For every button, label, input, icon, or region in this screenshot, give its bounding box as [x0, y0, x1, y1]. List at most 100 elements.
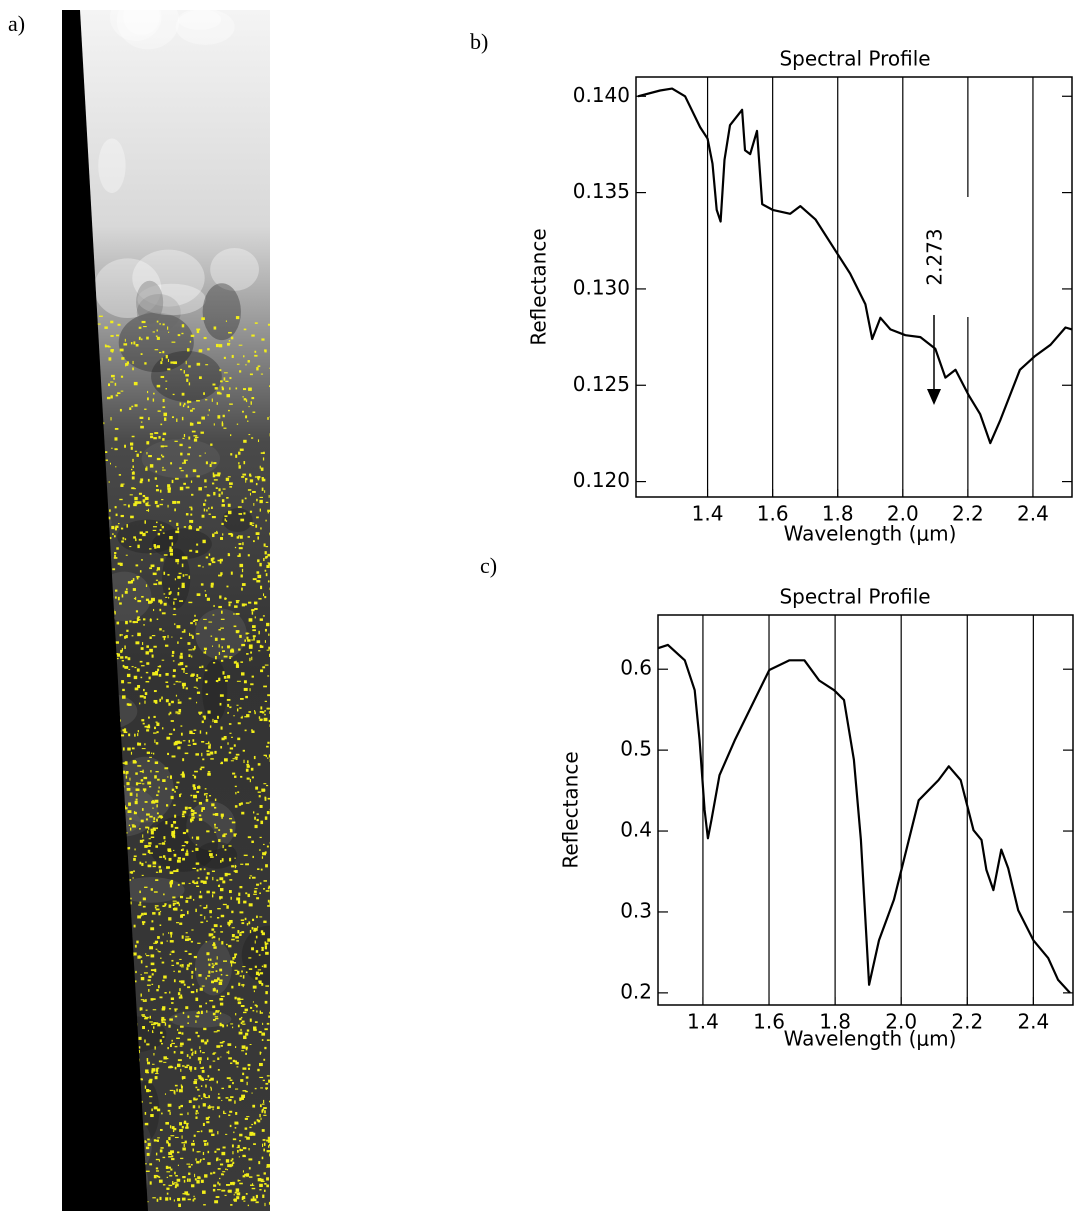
image-speckle — [175, 559, 179, 562]
image-speckle — [213, 474, 215, 477]
image-speckle — [265, 520, 266, 522]
image-speckle — [201, 1039, 204, 1042]
image-speckle — [148, 1081, 151, 1083]
image-speckle — [153, 331, 155, 332]
image-speckle — [131, 752, 132, 755]
image-speckle — [144, 520, 146, 523]
image-speckle — [179, 794, 181, 797]
image-speckle — [248, 711, 251, 713]
image-speckle — [142, 783, 144, 784]
image-speckle — [105, 459, 108, 460]
image-speckle — [219, 644, 220, 647]
image-speckle — [250, 475, 252, 477]
image-speckle — [244, 1174, 246, 1175]
image-speckle — [180, 369, 182, 370]
image-speckle — [210, 856, 214, 858]
image-speckle — [272, 441, 275, 443]
image-speckle — [261, 869, 263, 871]
image-speckle — [249, 1133, 252, 1135]
image-speckle — [265, 952, 269, 955]
image-speckle — [207, 773, 211, 776]
image-speckle — [125, 621, 128, 624]
image-speckle — [211, 583, 213, 585]
image-speckle — [205, 1003, 207, 1005]
image-speckle — [266, 546, 269, 547]
image-speckle — [273, 1055, 277, 1058]
image-speckle — [239, 707, 241, 708]
image-speckle — [189, 576, 190, 579]
image-speckle — [156, 485, 158, 487]
image-speckle — [227, 1169, 228, 1170]
image-speckle — [222, 650, 225, 652]
image-speckle — [255, 616, 256, 618]
image-speckle — [236, 1196, 239, 1199]
image-speckle — [147, 985, 151, 986]
y-tick-label: 0.120 — [573, 468, 630, 492]
image-speckle — [175, 1085, 178, 1087]
image-speckle — [166, 737, 170, 740]
image-speckle — [194, 687, 197, 688]
image-speckle — [217, 415, 220, 418]
image-speckle — [268, 798, 271, 800]
image-speckle — [157, 779, 160, 781]
image-speckle — [182, 882, 185, 884]
image-speckle — [250, 1044, 252, 1045]
image-speckle — [221, 816, 222, 818]
image-speckle — [211, 1134, 214, 1136]
image-speckle — [180, 1069, 181, 1072]
image-speckle — [141, 353, 143, 355]
image-speckle — [231, 963, 232, 966]
image-speckle — [141, 665, 145, 666]
image-speckle — [191, 929, 193, 930]
image-speckle — [199, 1046, 200, 1049]
image-speckle — [117, 392, 120, 394]
image-speckle — [232, 355, 234, 358]
image-speckle — [155, 761, 158, 764]
image-speckle — [225, 1195, 227, 1196]
image-speckle — [204, 479, 206, 482]
image-speckle — [187, 642, 190, 645]
image-speckle — [241, 931, 244, 933]
image-speckle — [147, 502, 148, 504]
image-speckle — [164, 417, 166, 420]
image-speckle — [259, 500, 262, 503]
image-speckle — [224, 357, 226, 359]
image-speckle — [212, 892, 215, 894]
image-speckle — [250, 875, 252, 876]
image-speckle — [148, 842, 151, 844]
image-speckle — [231, 897, 232, 900]
image-speckle — [257, 575, 261, 578]
annotation-gap — [954, 197, 982, 317]
image-speckle — [165, 1197, 168, 1200]
image-speckle — [264, 596, 266, 598]
image-speckle — [237, 791, 239, 793]
image-speckle — [208, 771, 211, 773]
image-speckle — [228, 1057, 232, 1059]
image-speckle — [110, 417, 111, 420]
image-speckle — [243, 1036, 246, 1039]
image-speckle — [180, 653, 182, 655]
image-speckle — [115, 506, 117, 508]
image-speckle — [152, 1032, 153, 1033]
image-speckle — [139, 493, 142, 495]
image-speckle — [275, 653, 278, 655]
image-shade — [136, 281, 163, 324]
image-speckle — [206, 877, 208, 880]
image-speckle — [241, 922, 244, 924]
image-shade — [203, 283, 241, 340]
image-speckle — [241, 1050, 244, 1051]
image-speckle — [149, 548, 151, 549]
image-speckle — [234, 1100, 235, 1103]
image-speckle — [211, 558, 214, 561]
image-speckle — [264, 1183, 266, 1185]
image-speckle — [259, 1077, 263, 1078]
image-speckle — [168, 359, 169, 362]
image-speckle — [159, 1197, 161, 1200]
image-speckle — [234, 626, 237, 628]
image-speckle — [179, 573, 182, 574]
image-speckle — [236, 974, 239, 975]
image-speckle — [133, 536, 136, 538]
image-speckle — [178, 664, 182, 666]
image-speckle — [250, 511, 252, 513]
image-speckle — [115, 383, 117, 386]
